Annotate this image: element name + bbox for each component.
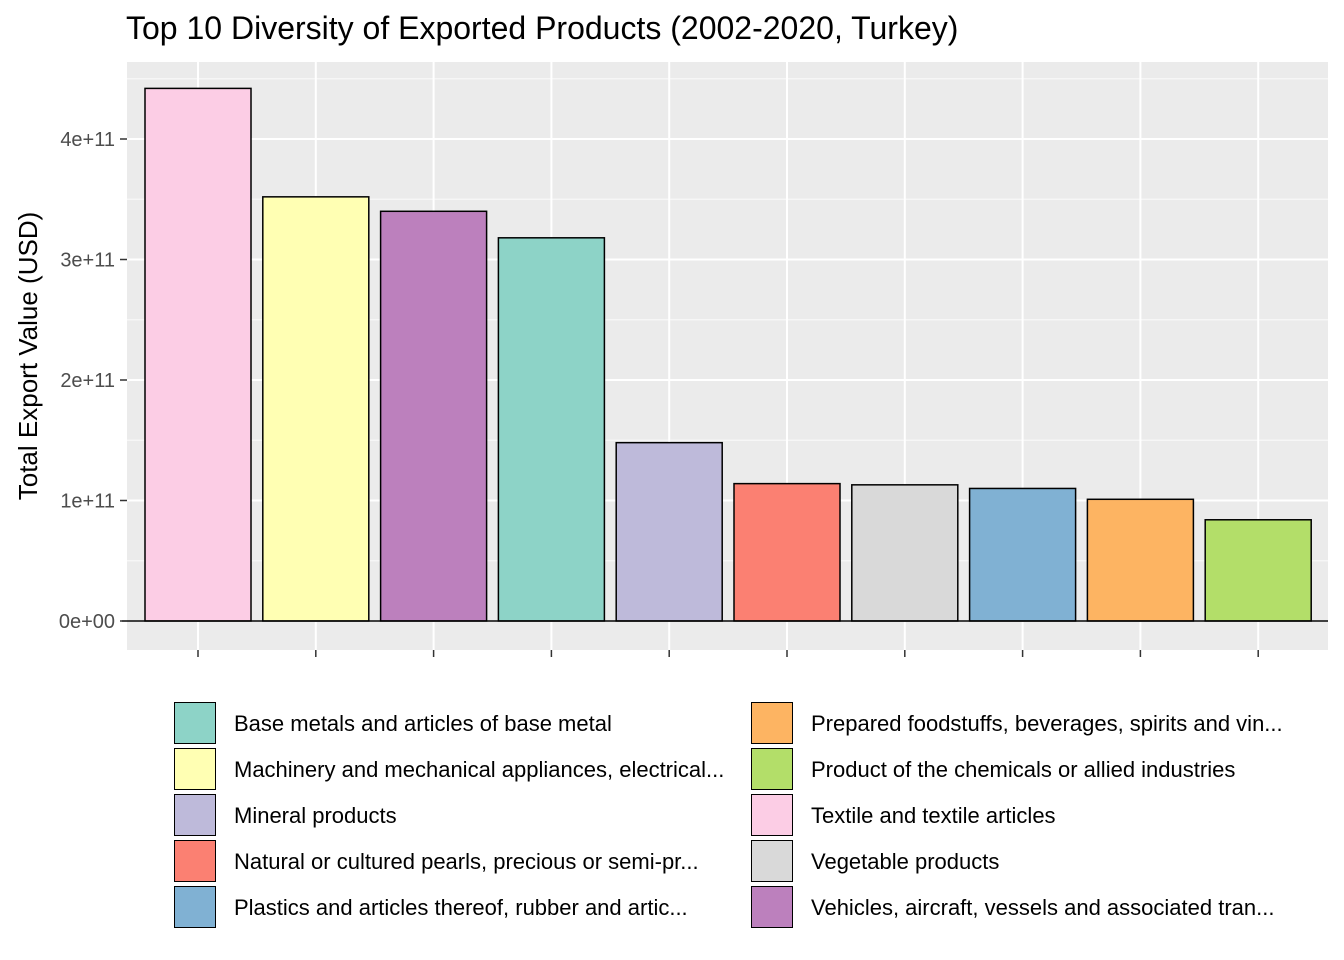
legend-swatch — [174, 886, 216, 928]
legend-label: Textile and textile articles — [811, 803, 1056, 828]
legend-swatch — [751, 794, 793, 836]
legend-swatch — [174, 840, 216, 882]
y-tick-label: 3e+11 — [60, 250, 115, 272]
legend-label: Mineral products — [234, 803, 397, 828]
legend-swatch — [174, 748, 216, 790]
y-tick-label: 1e+11 — [60, 491, 115, 513]
bar: Natural or cultured pearls, precious or … — [733, 482, 841, 622]
legend-swatch — [751, 886, 793, 928]
bar: Vehicles, aircraft, vessels and associat… — [379, 210, 488, 622]
legend-swatch — [751, 840, 793, 882]
legend-label: Plastics and articles thereof, rubber an… — [234, 895, 688, 920]
legend-label: Base metals and articles of base metal — [234, 711, 612, 736]
legend-swatch — [751, 702, 793, 744]
legend-label: Prepared foodstuffs, beverages, spirits … — [811, 711, 1283, 736]
legend-label: Machinery and mechanical appliances, ele… — [234, 757, 725, 782]
bar-chart: Textile and textile articlesMachinery an… — [13, 62, 1328, 657]
legend-swatch — [751, 748, 793, 790]
legend-label: Product of the chemicals or allied indus… — [811, 757, 1236, 782]
y-tick-label: 2e+11 — [60, 370, 115, 392]
bar: Plastics and articles thereof, rubber an… — [968, 487, 1077, 622]
y-tick-label: 0e+00 — [59, 611, 115, 633]
bar: Mineral products — [615, 441, 723, 622]
bar: Textile and textile articles — [144, 87, 252, 622]
legend-label: Vegetable products — [811, 849, 1000, 874]
bar: Base metals and articles of base metal — [497, 237, 606, 622]
legend-swatch — [174, 702, 216, 744]
legend-swatch — [174, 794, 216, 836]
bar: Machinery and mechanical appliances, ele… — [262, 196, 370, 622]
legend: Base metals and articles of base metal Ma… — [174, 701, 1334, 931]
axes: 0e+00 1e+11 2e+11 3e+11 4e+11 — [59, 129, 1328, 657]
legend-label: Natural or cultured pearls, precious or … — [234, 849, 699, 874]
legend-label: Vehicles, aircraft, vessels and associat… — [811, 895, 1275, 920]
bar: Vegetable products — [851, 484, 959, 622]
y-axis-title: Total Export Value (USD) — [13, 212, 43, 501]
bar: Prepared foodstuffs, beverages, spirits … — [1086, 498, 1195, 622]
chart-title: Top 10 Diversity of Exported Products (2… — [126, 10, 959, 46]
bar: Product of the chemicals or allied indus… — [1204, 519, 1312, 622]
bars: Textile and textile articlesMachinery an… — [144, 87, 1312, 622]
y-tick-label: 4e+11 — [60, 129, 115, 151]
